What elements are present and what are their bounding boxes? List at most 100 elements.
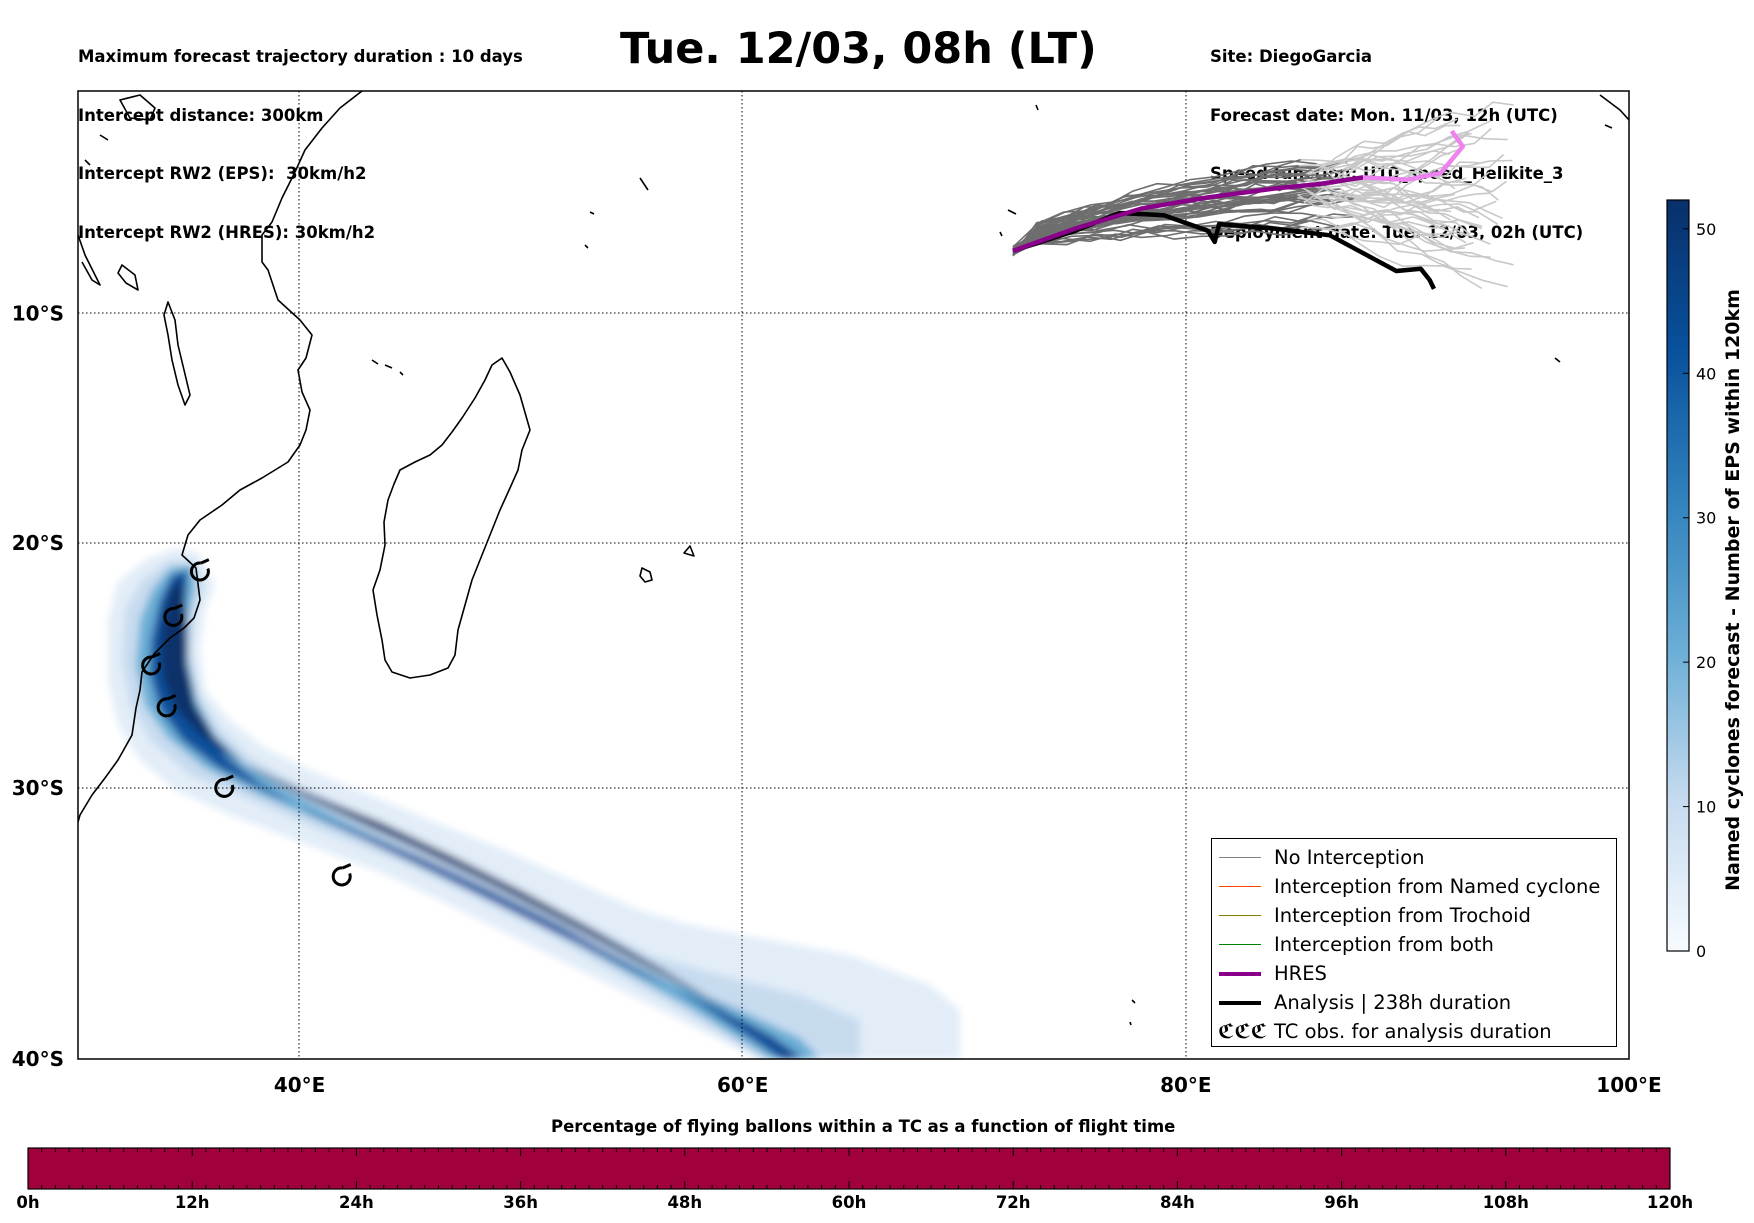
flight-time-tick-label: 84h bbox=[1160, 1193, 1195, 1212]
eps-member-trajectory-late bbox=[1346, 134, 1508, 163]
legend-label: TC obs. for analysis duration bbox=[1274, 1020, 1552, 1043]
eps-member-trajectory-late bbox=[1354, 153, 1505, 200]
legend-item-no-interception: No Interception bbox=[1212, 845, 1616, 871]
colorbar-label: Named cyclones forecast - Number of EPS … bbox=[1722, 289, 1744, 891]
flight-time-tick-label: 72h bbox=[995, 1193, 1031, 1212]
eps-member-trajectory-late bbox=[1297, 197, 1438, 224]
colorbar-ticks: 0 10 20 30 40 50 bbox=[1683, 220, 1716, 961]
colorbar bbox=[1666, 199, 1690, 952]
eps-member-trajectory-late bbox=[1300, 226, 1460, 246]
legend-label: Analysis | 238h duration bbox=[1274, 991, 1512, 1014]
lon-tick-label: 100°E bbox=[1596, 1073, 1661, 1097]
flight-time-tick-label: 48h bbox=[667, 1193, 703, 1212]
map-title: Tue. 12/03, 08h (LT) bbox=[620, 24, 1097, 74]
legend-swatch bbox=[1219, 886, 1261, 887]
eps-member-trajectory-late bbox=[1307, 193, 1455, 228]
madagascar-coast bbox=[372, 357, 531, 679]
coast-top-left bbox=[84, 94, 156, 166]
forecast-parameters: Maximum forecast trajectory duration : 1… bbox=[78, 8, 523, 262]
eps-member-trajectory-late bbox=[1313, 181, 1448, 203]
legend-swatch bbox=[1219, 1001, 1261, 1005]
eps-member-trajectory-late bbox=[1305, 117, 1439, 175]
legend-label: Interception from both bbox=[1274, 933, 1494, 956]
intercept-hres-text: Intercept RW2 (HRES): 30km/h2 bbox=[78, 222, 376, 242]
legend-label: Interception from Named cyclone bbox=[1274, 875, 1601, 898]
hres-trajectory-late bbox=[1362, 129, 1466, 182]
flight-time-minor-ticks bbox=[27, 1148, 1671, 1189]
lake-malawi bbox=[163, 301, 191, 406]
legend-label: No Interception bbox=[1274, 846, 1425, 869]
africa-coast bbox=[78, 91, 363, 823]
intercept-eps-text: Intercept RW2 (EPS): 30km/h2 bbox=[78, 164, 367, 183]
eps-member-trajectory-late bbox=[1350, 101, 1514, 170]
legend-swatch bbox=[1219, 944, 1261, 945]
colorbar-tick-label: 20 bbox=[1696, 653, 1716, 672]
lat-tick-label: 20°S bbox=[12, 531, 64, 555]
comoros bbox=[371, 359, 404, 376]
coastlines bbox=[78, 91, 1629, 1026]
mauritius bbox=[639, 567, 653, 583]
legend-item-both: Interception from both bbox=[1212, 932, 1616, 958]
lon-tick-label: 40°E bbox=[274, 1073, 326, 1097]
eps-member-trajectory-late bbox=[1323, 168, 1471, 236]
eps-member-trajectory-late bbox=[1323, 132, 1472, 170]
legend-item-tc-obs: ℭℭℭ TC obs. for analysis duration bbox=[1212, 1019, 1616, 1045]
lon-tick-label: 60°E bbox=[717, 1073, 769, 1097]
lon-tick-label: 80°E bbox=[1160, 1073, 1212, 1097]
flight-time-title: Percentage of flying ballons within a TC… bbox=[551, 1117, 1176, 1136]
eps-member-trajectory-late bbox=[1334, 225, 1508, 288]
flight-time-tick-label: 96h bbox=[1324, 1193, 1359, 1212]
colorbar-tick-label: 0 bbox=[1696, 942, 1706, 961]
eps-member-trajectory-late bbox=[1321, 217, 1467, 244]
colorbar-tick-label: 10 bbox=[1696, 798, 1716, 817]
eps-member-trajectory bbox=[1012, 166, 1324, 256]
eps-member-trajectory bbox=[1012, 158, 1302, 257]
eps-trajectories-late bbox=[1296, 101, 1514, 290]
eps-member-trajectory-late bbox=[1313, 194, 1466, 253]
lat-tick-label: 40°S bbox=[12, 1047, 64, 1071]
legend-label: HRES bbox=[1274, 962, 1327, 985]
legend-item-analysis: Analysis | 238h duration bbox=[1212, 990, 1616, 1016]
eps-member-trajectory-late bbox=[1296, 193, 1447, 230]
flight-time-tick-label: 12h bbox=[174, 1193, 210, 1212]
site-text: Site: DiegoGarcia bbox=[1210, 47, 1373, 66]
coast-top-right bbox=[1599, 94, 1629, 129]
flight-time-tick-label: 36h bbox=[503, 1193, 538, 1212]
colorbar-tick-label: 40 bbox=[1696, 364, 1716, 383]
map-content bbox=[78, 91, 1629, 1059]
colorbar-tick-label: 30 bbox=[1696, 509, 1716, 528]
eps-member-trajectory-late bbox=[1316, 214, 1474, 250]
eps-member-trajectory-late bbox=[1336, 222, 1472, 270]
legend-item-trochoid: Interception from Trochoid bbox=[1212, 903, 1616, 929]
flight-time-tick-label: 60h bbox=[831, 1193, 867, 1212]
flight-time-tick-label: 24h bbox=[339, 1193, 374, 1212]
density-outer bbox=[108, 548, 960, 1059]
chagos-islands bbox=[999, 209, 1017, 237]
legend-item-hres: HRES bbox=[1212, 961, 1616, 987]
flight-time-tick-label: 120h bbox=[1646, 1193, 1694, 1212]
seychelles bbox=[584, 177, 649, 249]
tc-symbol-icon: ℭℭℭ bbox=[1218, 1019, 1268, 1043]
eps-member-trajectory-late bbox=[1341, 158, 1513, 171]
legend-label: Interception from Trochoid bbox=[1274, 904, 1531, 927]
small-islands-east bbox=[1035, 104, 1561, 1026]
lat-tick-label: 10°S bbox=[12, 302, 64, 326]
eps-member-trajectory-late bbox=[1322, 203, 1483, 228]
eps-member-trajectory-late bbox=[1300, 158, 1467, 185]
eps-member-trajectory-late bbox=[1324, 120, 1491, 189]
forecast-date-text: Forecast date: Mon. 11/03, 12h (UTC) bbox=[1210, 105, 1558, 125]
legend: No Interception Interception from Named … bbox=[1211, 838, 1617, 1047]
legend-item-named-cyclone: Interception from Named cyclone bbox=[1212, 874, 1616, 900]
reunion bbox=[683, 545, 695, 557]
max-duration-text: Maximum forecast trajectory duration : 1… bbox=[78, 47, 523, 66]
flight-time-tick-label: 108h bbox=[1482, 1193, 1529, 1212]
ensemble-density-shading bbox=[108, 548, 960, 1059]
eps-trajectories-no-interception bbox=[1012, 158, 1363, 257]
legend-swatch bbox=[1219, 915, 1261, 916]
graticule bbox=[78, 91, 1629, 1059]
eps-member-trajectory-late bbox=[1340, 188, 1499, 226]
colorbar-tick-label: 50 bbox=[1696, 220, 1716, 239]
tc-symbol-icon bbox=[156, 694, 177, 718]
latitude-labels: 10°S 20°S 30°S 40°S bbox=[12, 302, 64, 1071]
